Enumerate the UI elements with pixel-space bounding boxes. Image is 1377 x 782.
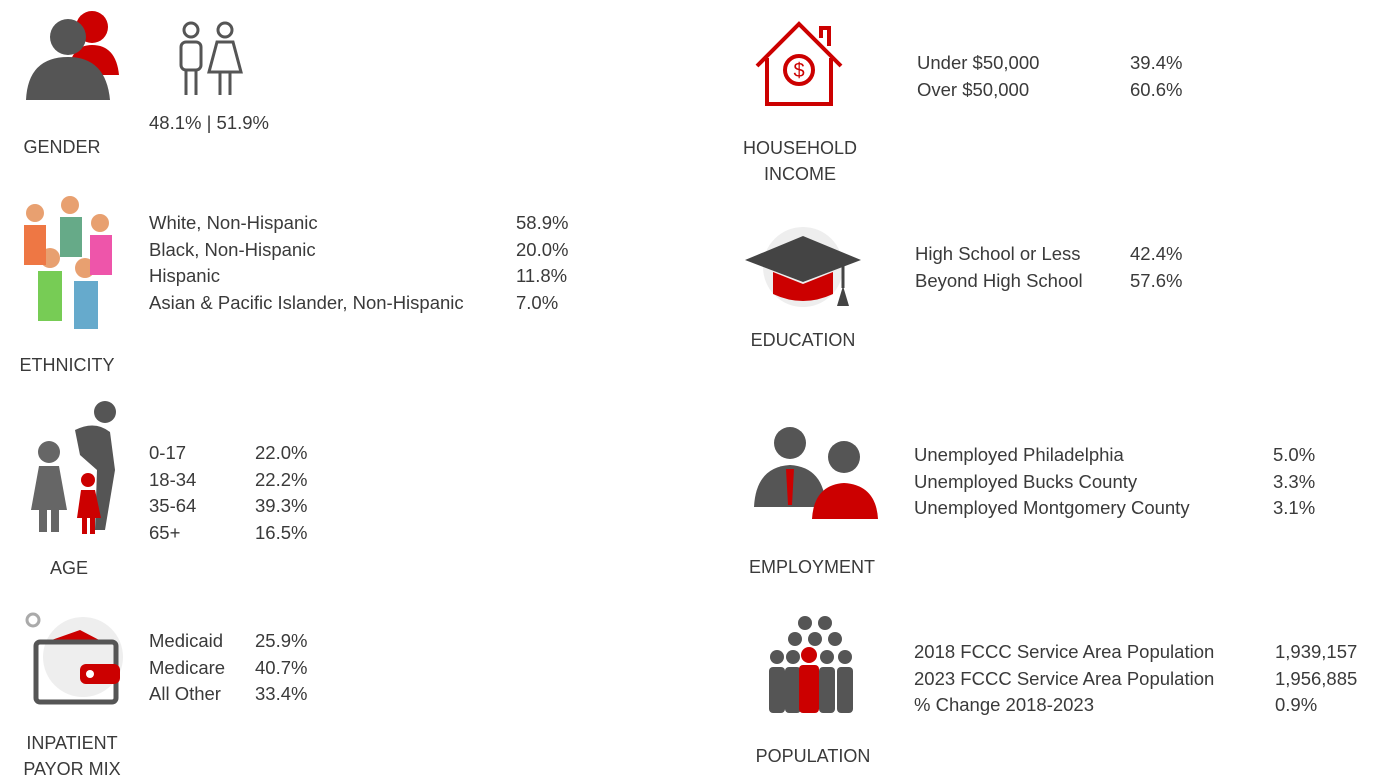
row-value: 57.6% [1130,268,1182,295]
row-value: 11.8% [516,263,567,290]
row-label: Black, Non-Hispanic [149,237,316,264]
section-label: ETHNICITY [19,352,114,378]
row-label: All Other [149,681,221,708]
row-value: 1,939,157 [1275,639,1357,666]
payor-icon [18,612,123,707]
row-value: 20.0% [516,237,568,264]
population-icon [765,615,865,715]
row-label: 2018 FCCC Service Area Population [914,639,1214,666]
section-label: PAYOR MIX [23,756,120,782]
row-label: Medicaid [149,628,223,655]
row-value: 39.3% [255,493,307,520]
section-label: GENDER [23,134,100,160]
row-label: Beyond High School [915,268,1083,295]
section-label: EMPLOYMENT [749,554,875,580]
section-label: EDUCATION [751,327,856,353]
ethnicity-icon [10,183,120,333]
education-icon [743,222,863,312]
row-value: 5.0% [1273,442,1315,469]
row-label: Medicare [149,655,225,682]
income-icon: $ [753,18,845,108]
row-value: 16.5% [255,520,307,547]
row-label: 35-64 [149,493,196,520]
row-label: Over $50,000 [917,77,1029,104]
row-value: 0.9% [1275,692,1317,719]
employment-icon [752,425,880,521]
row-value: 33.4% [255,681,307,708]
row-value: 58.9% [516,210,568,237]
row-label: Hispanic [149,263,220,290]
row-label: 2023 FCCC Service Area Population [914,666,1214,693]
row-value: 39.4% [1130,50,1182,77]
section-label: AGE [50,555,88,581]
row-label: 0-17 [149,440,186,467]
row-value: 25.9% [255,628,307,655]
row-value: 7.0% [516,290,558,317]
gender-icon [24,5,124,101]
row-value: 3.1% [1273,495,1315,522]
row-value: 60.6% [1130,77,1182,104]
row-label: % Change 2018-2023 [914,692,1094,719]
row-label: White, Non-Hispanic [149,210,318,237]
row-label: Under $50,000 [917,50,1039,77]
section-label: POPULATION [756,743,871,769]
row-value: 22.2% [255,467,307,494]
svg-text:$: $ [793,60,804,82]
row-label: Unemployed Montgomery County [914,495,1190,522]
row-label: 65+ [149,520,180,547]
row-label: High School or Less [915,241,1081,268]
age-icon [25,400,120,535]
section-label: HOUSEHOLD [743,135,857,161]
row-label: Unemployed Philadelphia [914,442,1124,469]
section-label: INPATIENT [26,730,117,756]
row-label: Asian & Pacific Islander, Non-Hispanic [149,290,464,317]
row-value: 40.7% [255,655,307,682]
row-value: 1,956,885 [1275,666,1357,693]
page: GENDER 48.1% | 51.9% ETHNICITY White, Non-H… [0,0,1377,778]
section-label: INCOME [764,161,836,187]
row-value: 22.0% [255,440,307,467]
section-text: 48.1% | 51.9% [149,110,269,137]
row-value: 3.3% [1273,469,1315,496]
row-label: 18-34 [149,467,196,494]
row-value: 42.4% [1130,241,1182,268]
gender-figures [175,20,245,98]
row-label: Unemployed Bucks County [914,469,1137,496]
